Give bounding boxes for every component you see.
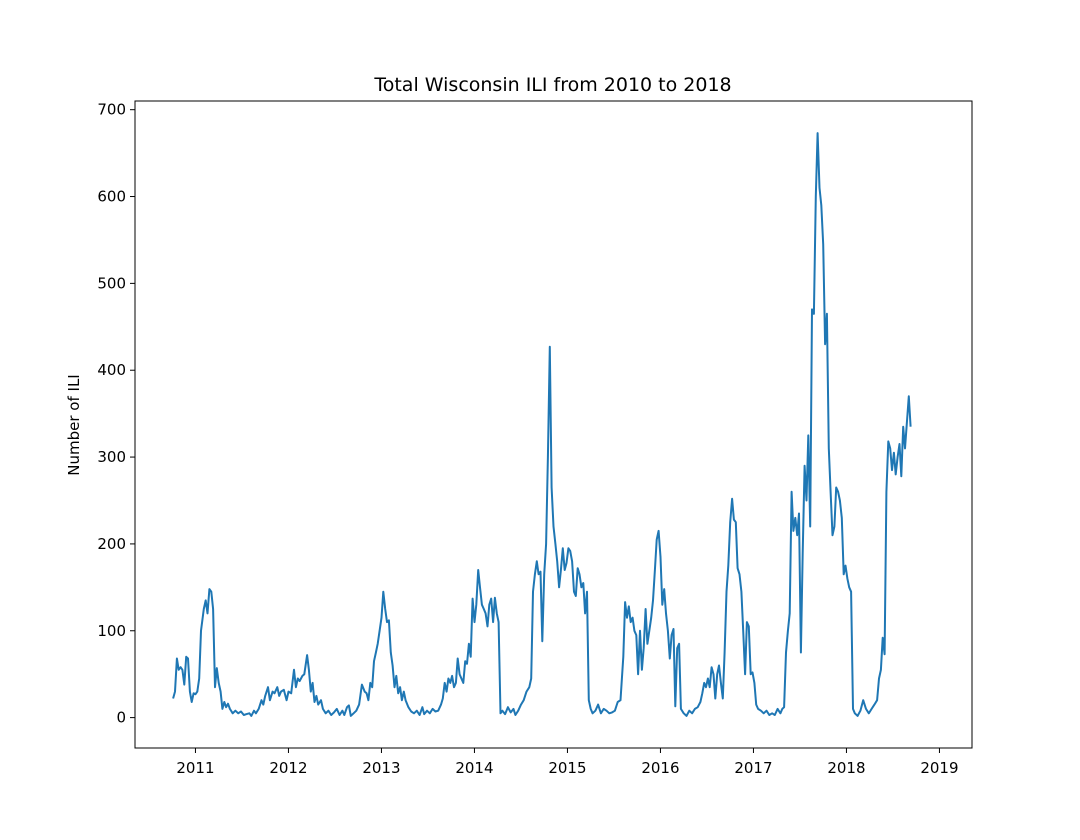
y-tick-label: 700: [97, 101, 126, 119]
y-tick-label: 300: [97, 448, 126, 466]
y-tick-label: 0: [116, 709, 126, 727]
x-tick-label: 2013: [362, 759, 400, 777]
x-tick-label: 2011: [176, 759, 214, 777]
y-axis-label: Number of ILI: [65, 374, 83, 475]
y-tick-label: 400: [97, 361, 126, 379]
y-tick-label: 200: [97, 535, 126, 553]
x-axis-ticks: 2011 2012 2013 2014 2015 2016 2017 2018 2019: [176, 748, 959, 777]
y-axis-ticks: 0 100 200 300 400 500 600 700: [97, 101, 135, 727]
y-tick-label: 500: [97, 274, 126, 292]
x-tick-label: 2012: [269, 759, 307, 777]
x-tick-label: 2019: [920, 759, 958, 777]
x-tick-label: 2017: [734, 759, 772, 777]
x-tick-label: 2015: [548, 759, 586, 777]
x-tick-label: 2016: [641, 759, 679, 777]
y-tick-label: 600: [97, 188, 126, 206]
x-tick-label: 2018: [827, 759, 865, 777]
plot-frame: [134, 100, 973, 749]
chart-title: Total Wisconsin ILI from 2010 to 2018: [373, 74, 731, 96]
y-tick-label: 100: [97, 622, 126, 640]
x-tick-label: 2014: [455, 759, 493, 777]
series-line-ili: [172, 132, 912, 717]
series-layer: [172, 132, 912, 717]
